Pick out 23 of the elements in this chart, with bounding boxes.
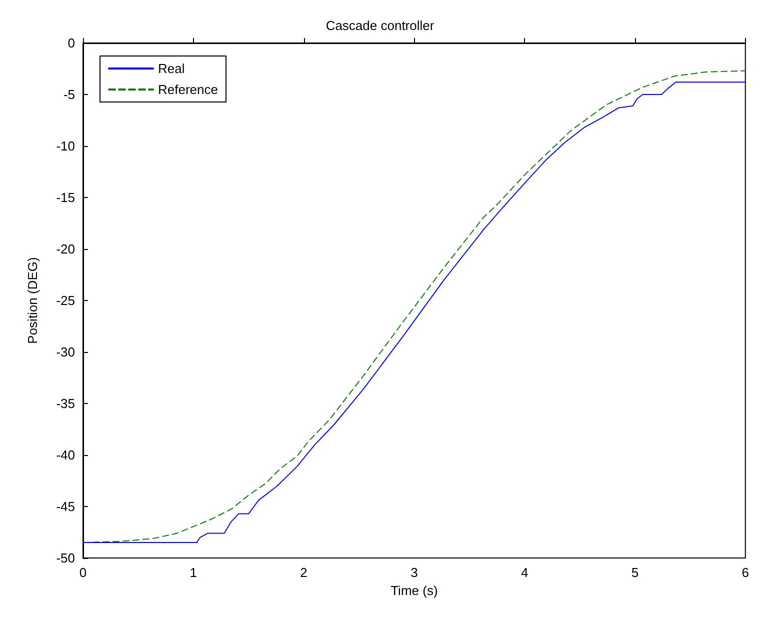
- y-tick-label: -20: [56, 242, 75, 256]
- y-tick-label: 0: [68, 36, 75, 50]
- y-tick-label: -10: [56, 138, 75, 154]
- chart-title: Cascade controller: [326, 18, 435, 33]
- y-tick-label: -30: [56, 344, 75, 360]
- y-tick-label: -40: [56, 448, 75, 462]
- x-tick-label: 0: [79, 565, 87, 580]
- y-tick-label: -35: [56, 396, 75, 411]
- y-tick-label: -5: [63, 87, 75, 102]
- y-tick-label: -25: [56, 293, 75, 308]
- y-tick-label: -45: [56, 499, 75, 514]
- y-axis-title: Position (DEG): [25, 257, 40, 344]
- x-tick-label: 3: [410, 565, 418, 580]
- x-tick-label: 2: [300, 565, 308, 580]
- y-tick-label: -50: [56, 550, 75, 566]
- legend-label: Reference: [158, 82, 218, 97]
- x-axis-title: Time (s): [390, 583, 438, 598]
- y-tick-label: -15: [56, 190, 75, 205]
- x-tick-label: 1: [190, 565, 198, 580]
- legend-label: Real: [158, 61, 185, 76]
- x-tick-label: 4: [520, 565, 528, 580]
- x-tick-label: 5: [631, 565, 639, 580]
- x-tick-label: 6: [742, 565, 749, 580]
